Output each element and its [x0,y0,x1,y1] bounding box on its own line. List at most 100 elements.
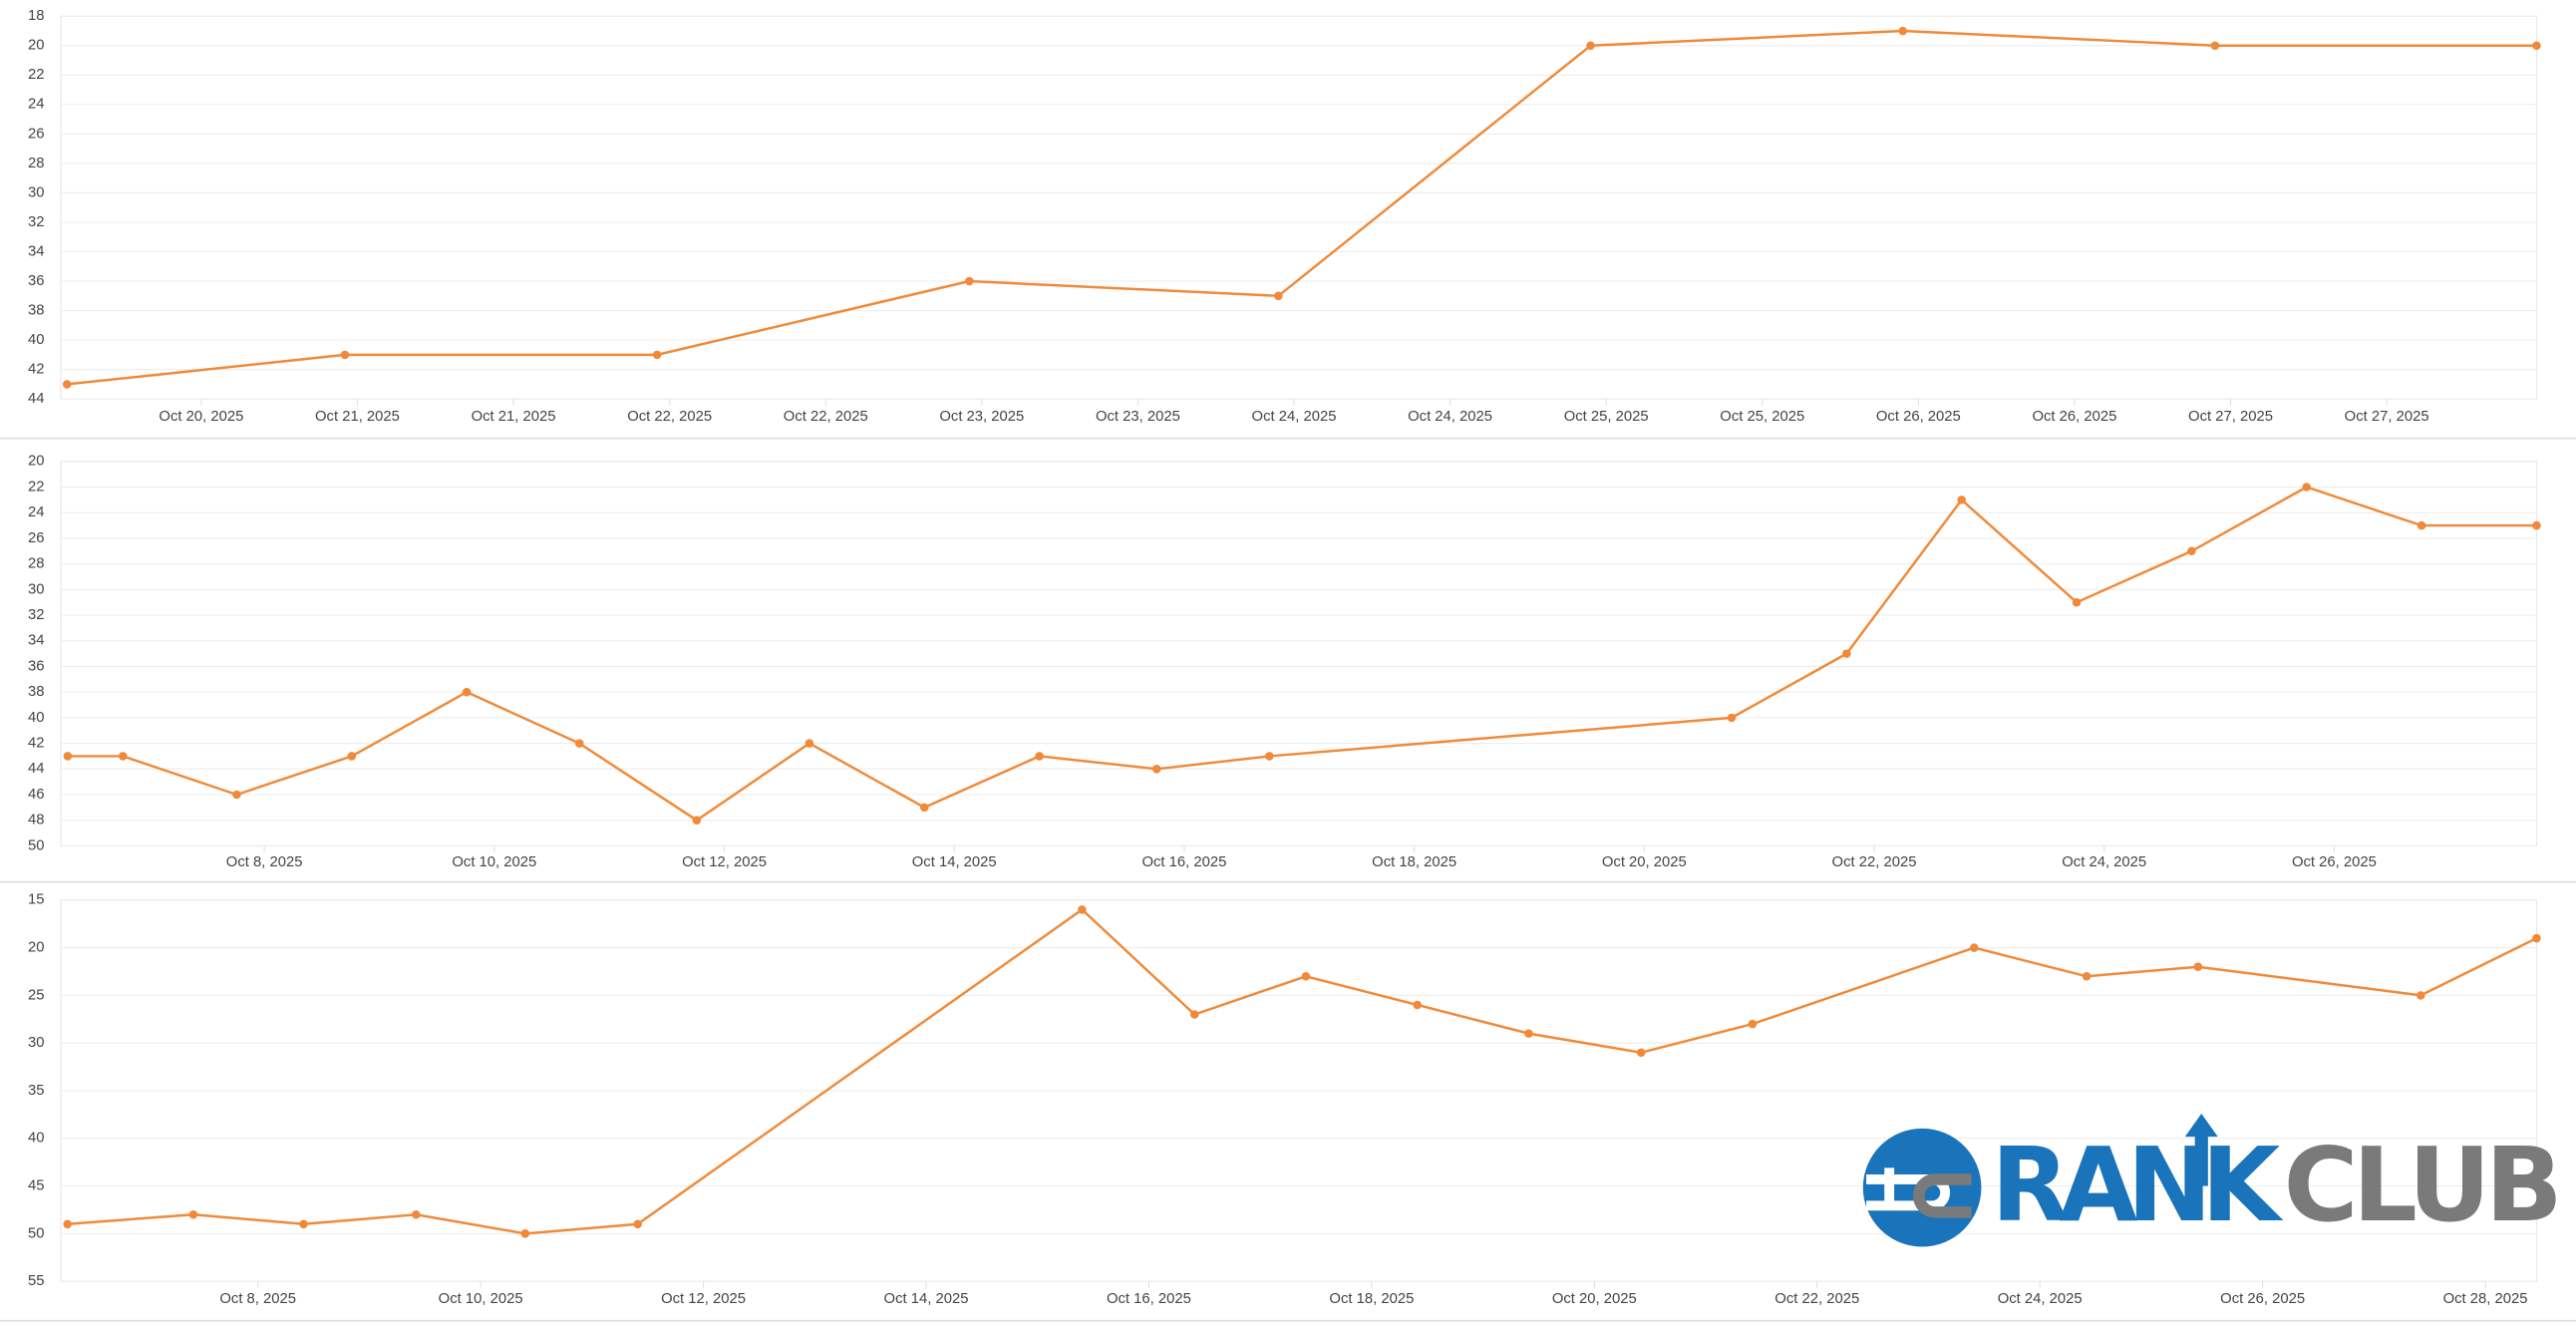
x-tick-label: Oct 24, 2025 [1252,409,1337,425]
x-tick-label: Oct 16, 2025 [1141,854,1226,870]
x-tick-label: Oct 24, 2025 [1998,1291,2083,1307]
y-tick-label: 42 [28,736,45,752]
data-point [633,1219,642,1229]
x-tick-label: Oct 26, 2025 [2220,1291,2305,1307]
y-tick-label: 34 [28,243,45,259]
y-tick-label: 40 [28,1131,45,1147]
data-point [2302,483,2312,492]
y-tick-label: 38 [28,684,45,700]
y-tick-label: 32 [28,214,45,230]
data-point [232,790,241,800]
data-point [2416,520,2426,530]
data-point [1842,649,1851,658]
data-point [2082,971,2092,981]
data-point [63,1219,72,1229]
y-tick-label: 50 [28,837,45,853]
y-tick-label: 40 [28,332,45,348]
x-tick-label: Oct 22, 2025 [627,409,712,425]
data-point [62,380,72,389]
data-point [1727,713,1737,723]
logo: RANK CLUB [1862,1114,2563,1247]
x-tick-label: Oct 23, 2025 [1096,409,1180,425]
data-point [1151,765,1161,774]
data-point [919,803,929,813]
x-tick-label: Oct 20, 2025 [1602,854,1687,870]
x-tick-label: Oct 27, 2025 [2188,409,2273,425]
data-point [299,1219,308,1229]
y-tick-label: 36 [28,273,45,289]
y-tick-label: 22 [28,67,45,83]
x-tick-label: Oct 24, 2025 [2062,854,2146,870]
x-tick-label: Oct 8, 2025 [226,854,303,870]
x-tick-label: Oct 22, 2025 [1832,854,1917,870]
y-tick-label: 15 [28,892,45,908]
y-tick-label: 20 [28,940,45,956]
x-tick-label: Oct 8, 2025 [219,1291,296,1307]
data-point [347,752,357,761]
x-tick-label: Oct 26, 2025 [1876,409,1961,425]
x-tick-label: Oct 21, 2025 [315,409,400,425]
x-tick-label: Oct 14, 2025 [912,854,997,870]
data-point [965,276,974,286]
y-tick-label: 34 [28,633,45,649]
data-point [1957,496,1966,504]
x-tick-label: Oct 25, 2025 [1564,409,1649,425]
y-tick-label: 45 [28,1177,45,1193]
data-point [340,350,350,360]
data-point [1301,971,1311,981]
x-tick-label: Oct 21, 2025 [472,409,556,425]
x-tick-label: Oct 18, 2025 [1329,1291,1414,1307]
x-tick-label: Oct 10, 2025 [452,854,536,870]
x-tick-label: Oct 16, 2025 [1107,1291,1191,1307]
y-tick-label: 38 [28,302,45,318]
data-point [805,739,814,748]
data-point [1969,943,1979,952]
series-line [67,486,2537,823]
x-tick-label: Oct 22, 2025 [1774,1291,1859,1307]
x-tick-label: Oct 23, 2025 [939,409,1024,425]
data-point [2532,933,2541,943]
y-tick-label: 30 [28,1035,45,1051]
data-point [1189,1010,1199,1019]
data-point [1078,905,1087,914]
y-tick-label: 30 [28,581,45,597]
x-tick-label: Oct 10, 2025 [439,1291,523,1307]
data-point [1748,1019,1758,1029]
x-tick-label: Oct 12, 2025 [682,854,767,870]
x-tick-label: Oct 26, 2025 [2032,409,2116,425]
y-tick-label: 26 [28,126,45,142]
x-tick-label: Oct 22, 2025 [784,409,868,425]
data-point [462,687,472,697]
y-tick-label: 20 [28,454,45,470]
y-tick-label: 44 [28,761,45,777]
data-point [520,1229,530,1238]
y-tick-label: 50 [28,1225,45,1241]
x-tick-label: Oct 20, 2025 [1552,1291,1637,1307]
logo-text: CLUB [2284,1127,2563,1245]
y-tick-label: 28 [28,156,45,171]
data-point [2532,520,2541,530]
y-tick-label: 26 [28,530,45,546]
x-tick-label: Oct 24, 2025 [1408,409,1492,425]
x-tick-label: Oct 26, 2025 [2292,854,2377,870]
data-point [1898,26,1907,36]
y-tick-label: 55 [28,1273,45,1289]
y-tick-label: 35 [28,1083,45,1099]
logo-text: RANK [1991,1127,2284,1245]
data-point [412,1209,421,1219]
x-tick-label: Oct 27, 2025 [2345,409,2429,425]
data-point [63,752,73,761]
data-point [1586,41,1595,51]
data-point [692,816,702,825]
y-tick-label: 22 [28,479,45,495]
data-point [118,752,128,761]
x-tick-label: Oct 20, 2025 [159,409,243,425]
y-tick-label: 42 [28,362,45,378]
data-point [2072,597,2082,607]
x-tick-label: Oct 14, 2025 [884,1291,969,1307]
x-tick-label: Oct 18, 2025 [1372,854,1456,870]
series-line [67,907,2537,1235]
data-point [1413,1000,1422,1010]
logo-mark [1913,1173,1972,1218]
data-point [1265,752,1274,761]
